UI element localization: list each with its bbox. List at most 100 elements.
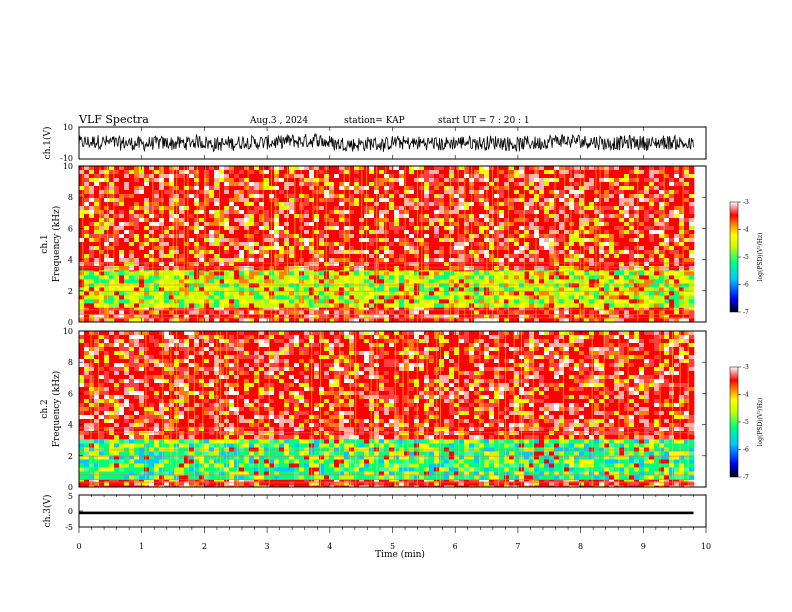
spectrogram-cell [244, 198, 250, 203]
spectrogram-cell [369, 287, 375, 292]
spectrogram-cell [354, 254, 360, 259]
spectrogram-cell [384, 258, 390, 263]
spectrogram-cell [429, 230, 435, 235]
spectrogram-cell [589, 218, 595, 223]
spectrogram-cell [454, 202, 460, 207]
spectrogram-cell [284, 299, 290, 304]
spectrogram-cell [404, 250, 410, 255]
spectrogram-cell [274, 202, 280, 207]
spectrogram-cell [644, 254, 650, 259]
spectrogram-cell [464, 250, 470, 255]
spectrogram-cell [409, 242, 415, 247]
spectrogram-cell [144, 210, 150, 215]
spectrogram-cell [454, 254, 460, 259]
spectrogram-cell [119, 234, 125, 239]
spectrogram-cell [164, 202, 170, 207]
spectrogram-cell [124, 271, 130, 276]
spectrogram-cell [659, 218, 665, 223]
spectrogram-cell [559, 299, 565, 304]
spectrogram-cell [84, 174, 90, 179]
spectrogram-cell [109, 254, 115, 259]
spectrogram-cell [644, 283, 650, 288]
spectrogram-cell [649, 226, 655, 231]
spectrogram-cell [129, 202, 135, 207]
spectrogram-cell [114, 202, 120, 207]
spectrogram-cell [319, 314, 325, 319]
spectrogram-cell [164, 295, 170, 300]
spectrogram-cell [254, 166, 260, 171]
spectrogram-cell [339, 178, 345, 183]
spectrogram-cell [479, 246, 485, 251]
spectrogram-cell [524, 299, 530, 304]
spectrogram-cell [554, 178, 560, 183]
spectrogram-cell [169, 214, 175, 219]
spectrogram-cell [234, 306, 240, 311]
spectrogram-cell [209, 242, 215, 247]
spectrogram-cell [464, 279, 470, 284]
spectrogram-cell [604, 295, 610, 300]
spectrogram-cell [399, 186, 405, 191]
spectrogram-cell [634, 246, 640, 251]
spectrogram-cell [209, 214, 215, 219]
spectrogram-cell [584, 202, 590, 207]
spectrogram-cell [354, 279, 360, 284]
spectrogram-cell [474, 242, 480, 247]
spectrogram-cell [149, 283, 155, 288]
spectrogram-cell [629, 222, 635, 227]
spectrogram-cell [564, 254, 570, 259]
spectrogram-cell [509, 310, 515, 315]
spectrogram-cell [684, 222, 690, 227]
spectrogram-cell [474, 190, 480, 195]
spectrogram-cell [429, 174, 435, 179]
spectrogram-cell [249, 218, 255, 223]
spectrogram-cell [329, 222, 335, 227]
spectrogram-cell [649, 262, 655, 267]
spectrogram-cell [499, 202, 505, 207]
spectrogram-cell [449, 250, 455, 255]
spectrogram-cell [384, 210, 390, 215]
spectrogram-cell [369, 279, 375, 284]
spectrogram-cell [274, 198, 280, 203]
spectrogram-cell [544, 186, 550, 191]
spectrogram-cell [124, 318, 130, 322]
spectrogram-cell [449, 238, 455, 243]
spectrogram-streak [507, 166, 509, 322]
spectrogram-cell [689, 238, 695, 243]
spectrogram-cell [414, 258, 420, 263]
spectrogram-cell [434, 174, 440, 179]
spectrogram-cell [329, 271, 335, 276]
spectrogram-cell [279, 198, 285, 203]
spectrogram-cell [219, 310, 225, 315]
spectrogram-cell [309, 246, 315, 251]
spectrogram-cell [384, 299, 390, 304]
spectrogram-cell [494, 314, 500, 319]
spectrogram-cell [214, 314, 220, 319]
spectrogram-cell [239, 295, 245, 300]
spectrogram-cell [479, 206, 485, 211]
spectrogram-cell [579, 258, 585, 263]
ch1-ylabel: ch.1(V) [42, 127, 53, 160]
spectrogram-cell [99, 299, 105, 304]
spectrogram-cell [104, 299, 110, 304]
spectrogram-cell [394, 210, 400, 215]
spectrogram-cell [514, 271, 520, 276]
spectrogram-cell [689, 262, 695, 267]
spectrogram-cell [169, 234, 175, 239]
spectrogram-cell [114, 279, 120, 284]
spectrogram-cell [539, 222, 545, 227]
spectrogram-cell [404, 210, 410, 215]
spectrogram-cell [654, 318, 660, 322]
spectrogram-cell [619, 258, 625, 263]
spectrogram-cell [169, 279, 175, 284]
spectrogram-cell [439, 206, 445, 211]
spectrogram-cell [244, 206, 250, 211]
spectrogram-cell [304, 234, 310, 239]
spectrogram-cell [429, 222, 435, 227]
spectrogram-cell [124, 279, 130, 284]
spectrogram-cell [454, 295, 460, 300]
spectrogram-cell [404, 314, 410, 319]
spectrogram-cell [454, 230, 460, 235]
spectrogram-cell [389, 222, 395, 227]
spectrogram-cell [294, 279, 300, 284]
spectrogram-cell [109, 170, 115, 175]
